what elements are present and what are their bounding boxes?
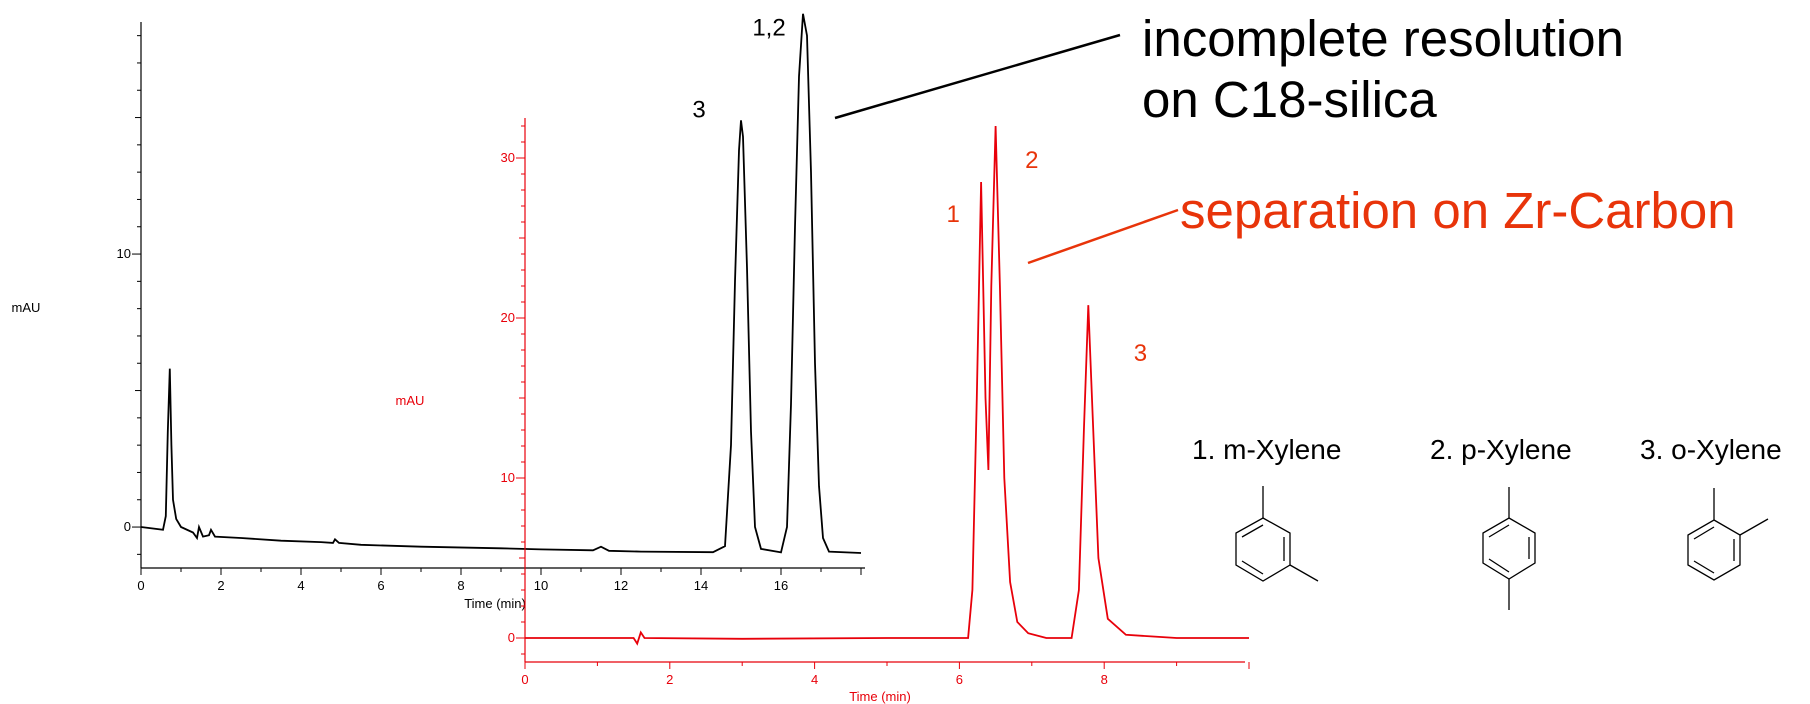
compound-label-3: 3. o-Xylene [1640,434,1782,465]
compound-legend: 1. m-Xylene 2. p-Xylene 3. o-Xylene [1192,434,1782,610]
black-x-axis-title: Time (min) [464,596,526,611]
black-x-tick-label: 16 [774,578,788,593]
red-peak-label: 1 [946,201,959,228]
red-x-axis-title: Time (min) [849,689,911,704]
annotations: incomplete resolution on C18-silica sepa… [834,10,1736,265]
annotation-separation-zr-carbon: separation on Zr-Carbon [1180,182,1736,239]
red-y-tick-label: 30 [501,150,515,165]
black-y-tick-label: 0 [124,519,131,534]
red-peak-label: 2 [1025,147,1038,174]
red-x-tick-label: 6 [956,672,963,687]
compound-label-1: 1. m-Xylene [1192,434,1341,465]
black-x-tick-label: 0 [137,578,144,593]
black-x-tick-label: 10 [534,578,548,593]
red-x-tick-label: 4 [811,672,818,687]
o-xylene-structure-icon [1687,488,1769,581]
red-axis-ticks: 0 2 4 6 8 0 10 20 30 [501,125,1250,687]
black-peak-labels: 31,2 [692,15,785,124]
m-xylene-structure-icon [1235,486,1319,582]
black-annotation-leader [834,33,1121,120]
black-x-tick-label: 2 [217,578,224,593]
black-y-axis-title: mAU [12,300,41,315]
red-peak-label: 3 [1134,340,1147,367]
red-x-tick-label: 2 [666,672,673,687]
black-peak-label: 3 [692,97,705,124]
black-axis-ticks: 0 2 4 6 8 10 12 14 16 0 10 [117,35,862,593]
black-x-tick-label: 6 [377,578,384,593]
red-y-tick-label: 20 [501,310,515,325]
annotation-on-c18-silica: on C18-silica [1142,71,1437,128]
compound-label-2: 2. p-Xylene [1430,434,1572,465]
black-x-tick-label: 4 [297,578,304,593]
red-y-tick-label: 0 [508,630,515,645]
annotation-incomplete-resolution: incomplete resolution [1142,10,1624,67]
red-peak-labels: 1 2 3 [946,147,1147,367]
red-chromatogram-trace [525,125,1249,646]
black-x-tick-label: 14 [694,578,708,593]
red-x-tick-label: 8 [1101,672,1108,687]
black-peak-label: 1,2 [752,15,785,42]
black-chromatogram-trace [140,13,862,554]
black-x-tick-label: 12 [614,578,628,593]
red-y-axis-title: mAU [396,393,425,408]
black-y-tick-label: 10 [117,246,131,261]
black-x-tick-label: 8 [457,578,464,593]
red-x-tick-label: 0 [521,672,528,687]
red-annotation-leader [1027,208,1179,265]
red-y-tick-label: 10 [501,470,515,485]
p-xylene-structure-icon [1482,487,1536,610]
